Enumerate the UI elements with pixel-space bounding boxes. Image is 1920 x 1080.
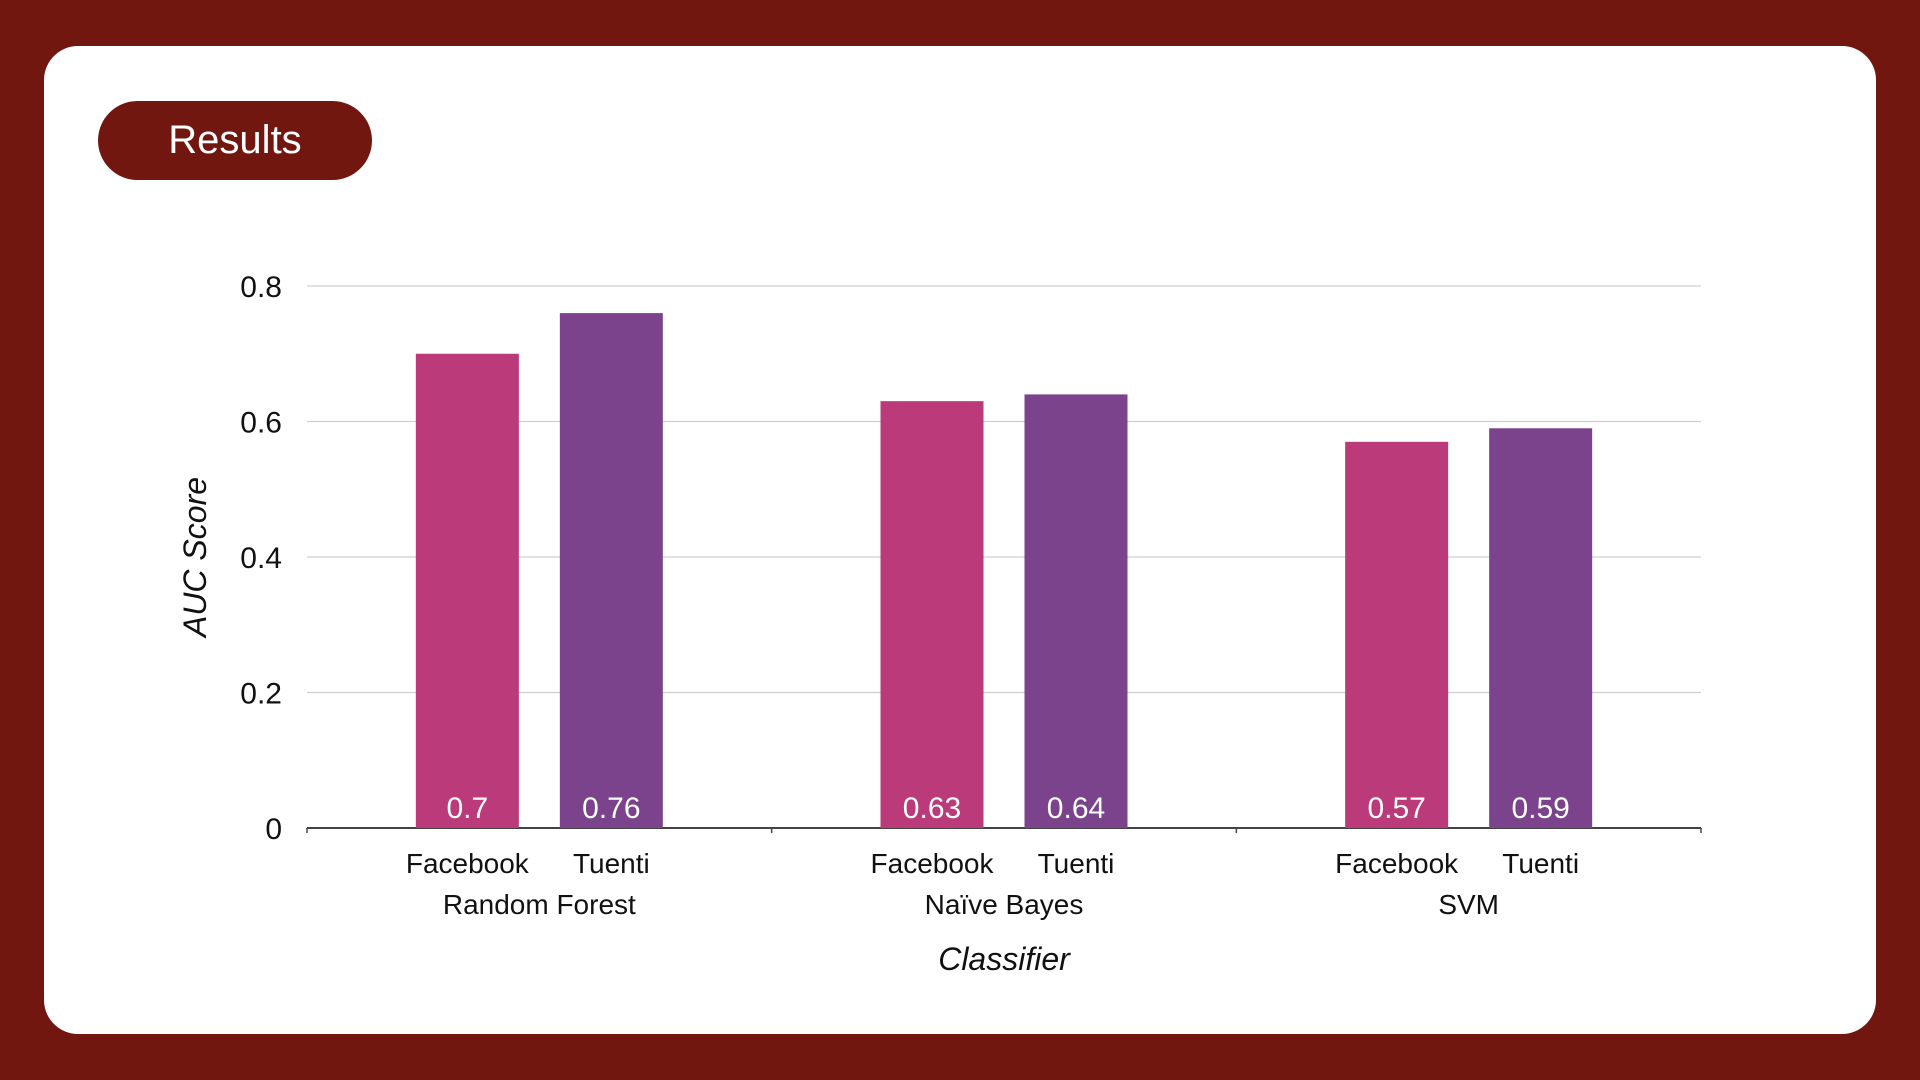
bar-sub-label: Tuenti bbox=[573, 848, 650, 879]
labels: 0 0.2 0.4 0.6 0.8 0.7 Facebook 0.76 Tuenti Random… bbox=[177, 271, 1579, 977]
bar-tuenti-2 bbox=[1024, 394, 1128, 828]
bar-value-label: 0.64 bbox=[1047, 792, 1105, 825]
bar-sub-label: Facebook bbox=[1335, 848, 1459, 879]
grid-lines bbox=[306, 285, 1702, 833]
bar-value-label: 0.57 bbox=[1367, 792, 1425, 825]
page-title: Results bbox=[168, 118, 302, 162]
y-tick-label: 0 bbox=[265, 813, 282, 846]
category-label: Random Forest bbox=[443, 889, 636, 920]
bar-tuenti-3 bbox=[1489, 428, 1593, 828]
bar-facebook-1 bbox=[415, 353, 519, 828]
bar-value-label: 0.63 bbox=[903, 792, 961, 825]
x-axis-title: Classifier bbox=[938, 941, 1071, 977]
bar-value-label: 0.59 bbox=[1511, 792, 1569, 825]
bars bbox=[415, 313, 1593, 829]
category-label: SVM bbox=[1438, 889, 1499, 920]
bar-tuenti-1 bbox=[559, 313, 663, 829]
y-tick-label: 0.6 bbox=[240, 407, 282, 440]
bar-facebook-3 bbox=[1345, 441, 1449, 828]
y-tick-label: 0.4 bbox=[240, 542, 282, 575]
bar-sub-label: Tuenti bbox=[1038, 848, 1115, 879]
y-tick-label: 0.2 bbox=[240, 678, 282, 711]
bar-sub-label: Tuenti bbox=[1502, 848, 1579, 879]
bar-facebook-2 bbox=[880, 401, 984, 828]
bar-value-label: 0.7 bbox=[446, 792, 488, 825]
y-axis-title: AUC Score bbox=[177, 477, 213, 639]
category-label: Naïve Bayes bbox=[925, 889, 1084, 920]
bar-sub-label: Facebook bbox=[871, 848, 995, 879]
bar-sub-label: Facebook bbox=[406, 848, 530, 879]
y-tick-label: 0.8 bbox=[240, 271, 282, 304]
bar-value-label: 0.76 bbox=[582, 792, 640, 825]
results-title-pill: Results bbox=[98, 101, 372, 180]
